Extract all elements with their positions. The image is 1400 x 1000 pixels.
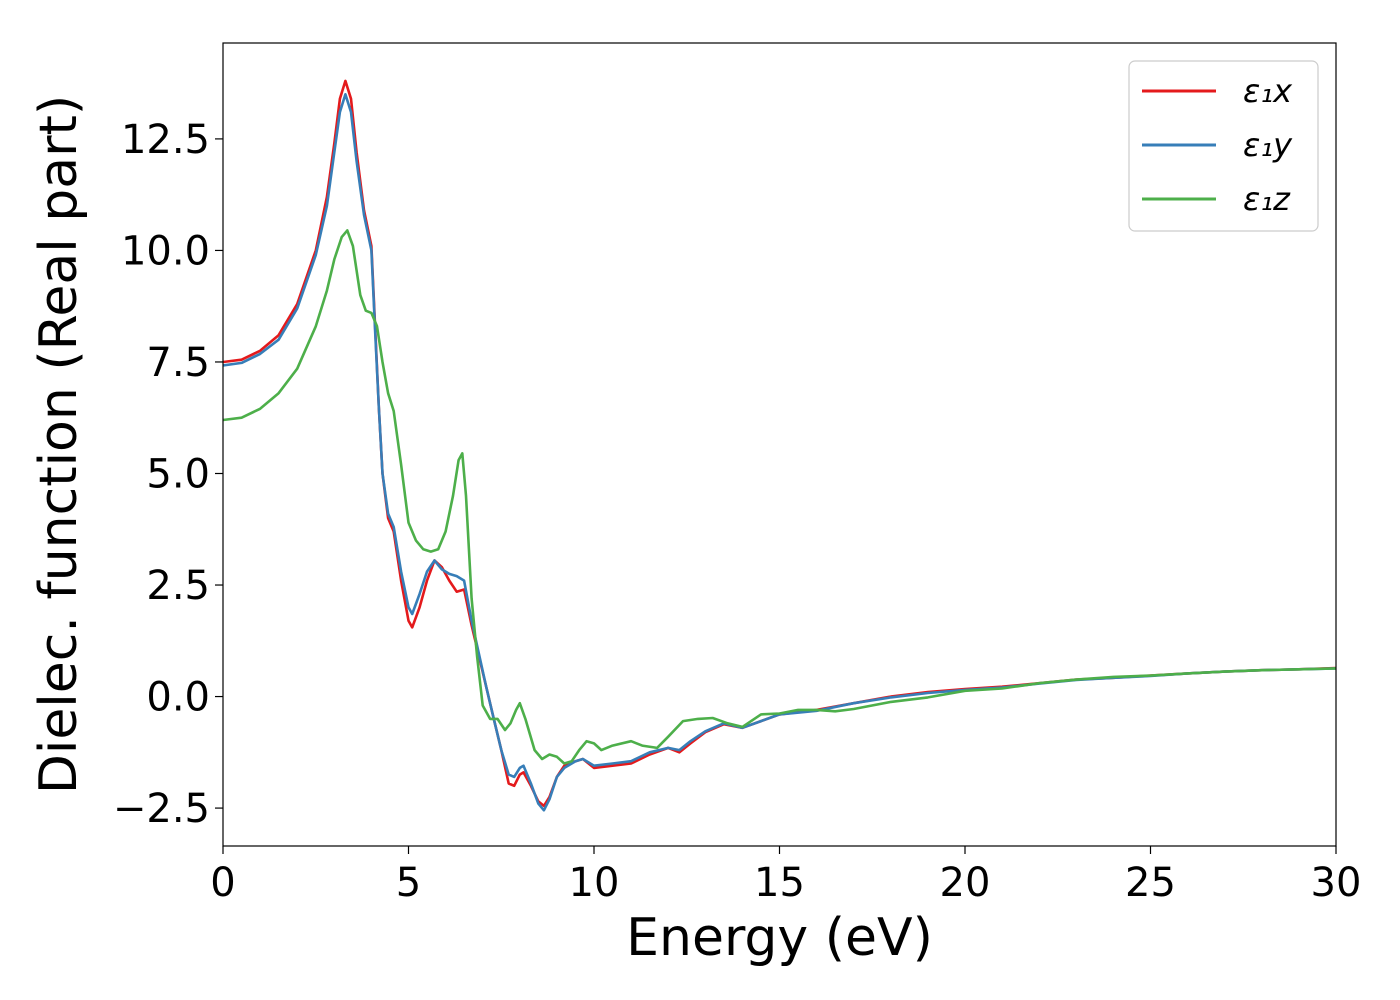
x-tick-label: 5 bbox=[396, 860, 421, 906]
x-tick-label: 10 bbox=[569, 860, 620, 906]
series-line-2 bbox=[223, 93, 1336, 812]
x-tick-label: 30 bbox=[1311, 860, 1362, 906]
x-tick-label: 0 bbox=[210, 860, 235, 906]
y-tick-label: 10.0 bbox=[121, 228, 210, 274]
legend-item: ε₁y bbox=[1142, 126, 1293, 164]
x-tick-label: 25 bbox=[1125, 860, 1176, 906]
y-tick-label: 2.5 bbox=[146, 563, 210, 609]
legend-label: ε₁y bbox=[1243, 126, 1293, 164]
x-axis-label: Energy (eV) bbox=[626, 908, 933, 968]
y-axis-label: Dielec. function (Real part) bbox=[29, 95, 89, 794]
legend-item: ε₁z bbox=[1142, 180, 1291, 218]
x-tick-label: 15 bbox=[754, 860, 805, 906]
y-axis-ticks: −2.5 0.0 2.5 5.0 7.5 10.0 12.5 bbox=[113, 117, 223, 832]
x-axis-ticks: 0 5 10 15 20 25 30 bbox=[210, 846, 1361, 906]
legend-box bbox=[1128, 60, 1319, 232]
legend-label: ε₁z bbox=[1243, 180, 1291, 218]
x-tick-label: 20 bbox=[940, 860, 991, 906]
y-tick-label: 7.5 bbox=[146, 340, 210, 386]
y-tick-label: 12.5 bbox=[121, 117, 210, 163]
series-layer bbox=[223, 79, 1336, 812]
y-tick-label: 5.0 bbox=[146, 451, 210, 497]
series-line-3 bbox=[223, 229, 1336, 765]
legend-label: ε₁x bbox=[1243, 72, 1293, 110]
y-tick-label: −2.5 bbox=[113, 786, 210, 832]
y-tick-label: 0.0 bbox=[146, 675, 210, 721]
legend: ε₁x ε₁y ε₁z bbox=[1128, 60, 1319, 232]
legend-item: ε₁x bbox=[1142, 72, 1293, 110]
